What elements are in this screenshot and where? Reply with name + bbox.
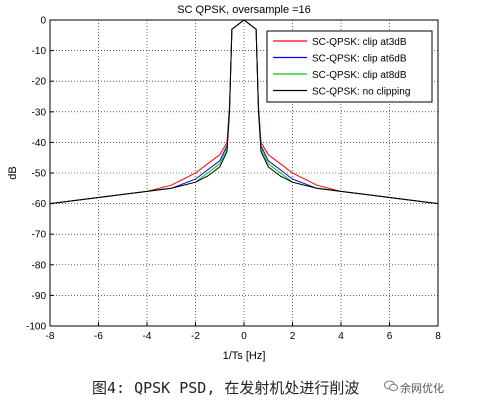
legend-label: SC-QPSK: no clipping [312,87,410,98]
x-tick-label: 2 [290,331,296,342]
x-tick-label: -8 [46,331,55,342]
caption-bar: 图4: QPSK PSD, 在发射机处进行削波 余网优化 [0,371,479,406]
y-tick-label: -100 [26,322,46,333]
y-tick-label: -90 [32,291,47,302]
x-tick-label: -2 [191,331,200,342]
x-axis-label: 1/Ts [Hz] [223,350,266,362]
x-tick-label: 4 [338,331,344,342]
y-tick-label: -60 [32,199,47,210]
y-tick-label: -80 [32,260,47,271]
chart-title: SC QPSK, oversample =16 [177,4,311,16]
legend-label: SC-QPSK: clip at3dB [312,37,407,48]
x-tick-label: 6 [387,331,393,342]
y-tick-label: 0 [40,16,46,27]
y-tick-label: -20 [32,77,47,88]
y-tick-label: -10 [32,46,47,57]
plot-frame [49,19,439,327]
y-tick-label: -30 [32,107,47,118]
y-axis-label: dB [7,166,19,179]
psd-chart: SC QPSK, oversample =16 -8 -6 -4 -2 0 2 4 6 80-1… [7,4,441,362]
x-tick-label: 8 [435,331,441,342]
y-tick-label: -70 [32,230,47,241]
x-tick-label: 0 [241,331,247,342]
figure-caption: 图4: QPSK PSD, 在发射机处进行削波 [92,379,360,397]
legend: SC-QPSK: clip at3dB SC-QPSK: clip at6dB SC… [266,30,433,103]
watermark: 余网优化 [400,382,444,395]
x-tick-label: -6 [94,331,103,342]
legend-label: SC-QPSK: clip at8dB [312,70,407,81]
y-tick-label: -40 [32,138,47,149]
y-tick-label: -50 [32,169,47,180]
legend-label: SC-QPSK: clip at6dB [312,54,407,65]
wechat-icon [384,380,398,392]
x-tick-label: -4 [143,331,152,342]
